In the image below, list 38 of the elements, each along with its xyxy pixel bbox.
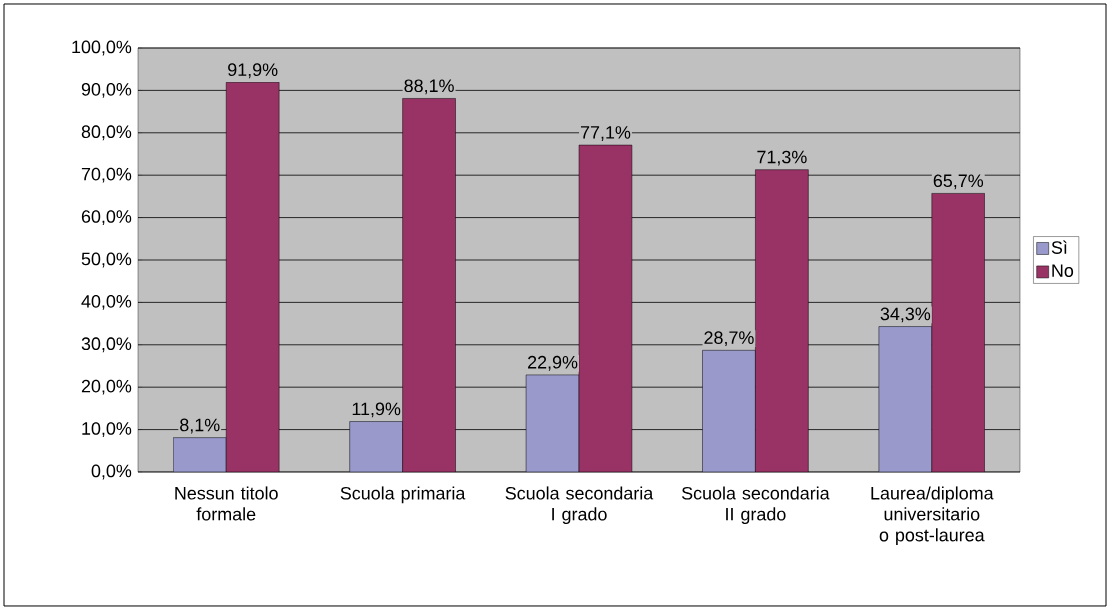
y-tick-label: 80,0% (81, 125, 132, 141)
data-label: 22,9% (528, 355, 578, 371)
data-label: 91,9% (228, 63, 278, 79)
bar (402, 98, 456, 472)
data-label: 77,1% (580, 126, 631, 141)
x-tick-label: Scuola secondaria I grado (505, 486, 654, 525)
data-label: 28,7% (704, 331, 754, 347)
y-tick-label: 30,0% (81, 337, 132, 353)
y-tick-label: 20,0% (81, 379, 132, 395)
bar (578, 144, 633, 472)
bar (525, 374, 580, 472)
data-label: 65,7% (933, 174, 984, 190)
y-tick-label: 10,0% (82, 422, 132, 437)
y-tick-label: 50,0% (81, 252, 132, 268)
x-tick-label: Scuola secondaria II grado (681, 486, 830, 525)
data-label: 88,1% (404, 79, 454, 95)
x-tick-label: Scuola primaria (340, 486, 466, 504)
bar (702, 350, 756, 472)
bar (225, 82, 280, 472)
bar (755, 169, 809, 472)
legend-label: No (1052, 264, 1074, 277)
data-label: 8,1% (180, 418, 220, 434)
y-tick-label: 0,0% (91, 464, 132, 480)
y-tick-label: 90,0% (81, 82, 132, 98)
bar (878, 326, 933, 472)
x-tick-label: Laurea/diploma universitario o post-laurea (871, 486, 994, 545)
bar (931, 193, 985, 472)
y-tick-label: 60,0% (81, 210, 132, 225)
y-tick-label: 40,0% (81, 294, 132, 310)
bar (173, 437, 227, 472)
data-label: 71,3% (757, 150, 807, 166)
bar (349, 421, 403, 472)
legend-label: Sì (1051, 240, 1067, 254)
data-label: 34,3% (880, 307, 931, 323)
x-tick-label: Nessun titolo formale (175, 486, 278, 521)
y-tick-label: 100,0% (72, 40, 132, 56)
y-tick-label: 70,0% (81, 167, 132, 183)
data-label: 11,9% (352, 402, 401, 418)
